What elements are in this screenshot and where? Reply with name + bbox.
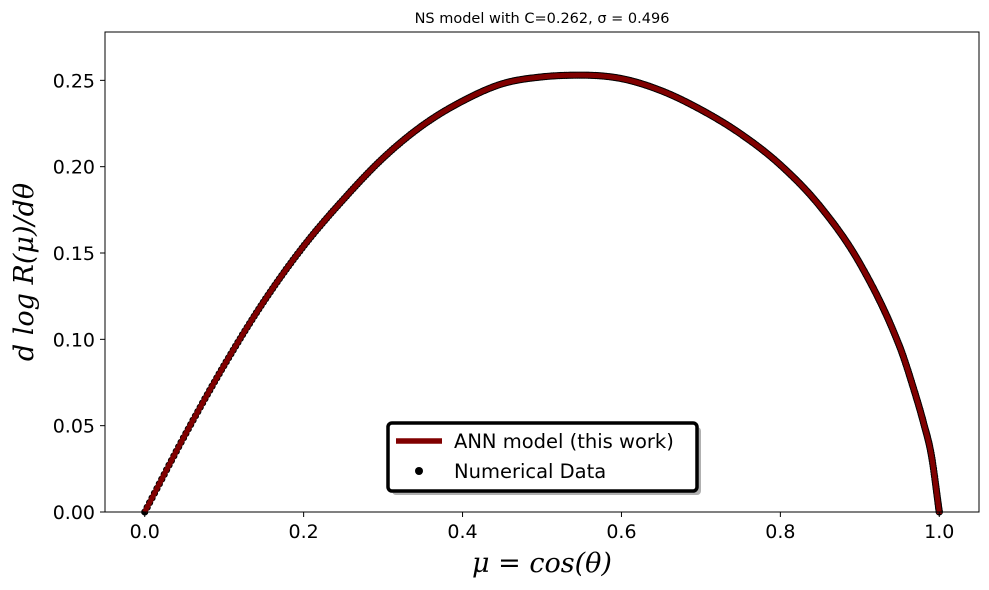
x-tick-label: 0.6 <box>606 521 636 543</box>
plot-frame <box>104 31 980 513</box>
chart-title: NS model with C=0.262, σ = 0.496 <box>415 11 670 27</box>
legend-box <box>386 421 699 493</box>
x-axis-label: μ = cos(θ) <box>472 548 612 579</box>
legend-label-ann-model: ANN model (this work) <box>454 430 674 453</box>
y-axis: 0.00 0.05 0.10 0.15 0.20 0.25 <box>53 70 105 524</box>
x-tick-label: 0.8 <box>765 521 795 543</box>
x-tick-label: 0.4 <box>447 521 477 543</box>
y-tick-label: 0.15 <box>53 243 95 265</box>
y-tick-label: 0.25 <box>53 70 95 92</box>
series-ann-model-line <box>142 72 942 515</box>
x-tick-label: 0.2 <box>289 521 319 543</box>
legend-label-numerical-data: Numerical Data <box>454 460 606 483</box>
y-tick-label: 0.20 <box>53 157 95 179</box>
y-tick-label: 0.00 <box>53 502 95 524</box>
legend: ANN model (this work) Numerical Data <box>386 421 701 495</box>
x-axis: 0.0 0.2 0.4 0.6 0.8 1.0 <box>130 512 954 543</box>
y-axis-label: d log R(μ)/dθ <box>9 183 40 361</box>
x-tick-label: 0.0 <box>130 521 160 543</box>
legend-marker-swatch <box>415 467 423 475</box>
y-tick-label: 0.10 <box>53 329 95 351</box>
series-layer <box>141 71 943 516</box>
y-tick-label: 0.05 <box>53 416 95 438</box>
x-tick-label: 1.0 <box>924 521 954 543</box>
